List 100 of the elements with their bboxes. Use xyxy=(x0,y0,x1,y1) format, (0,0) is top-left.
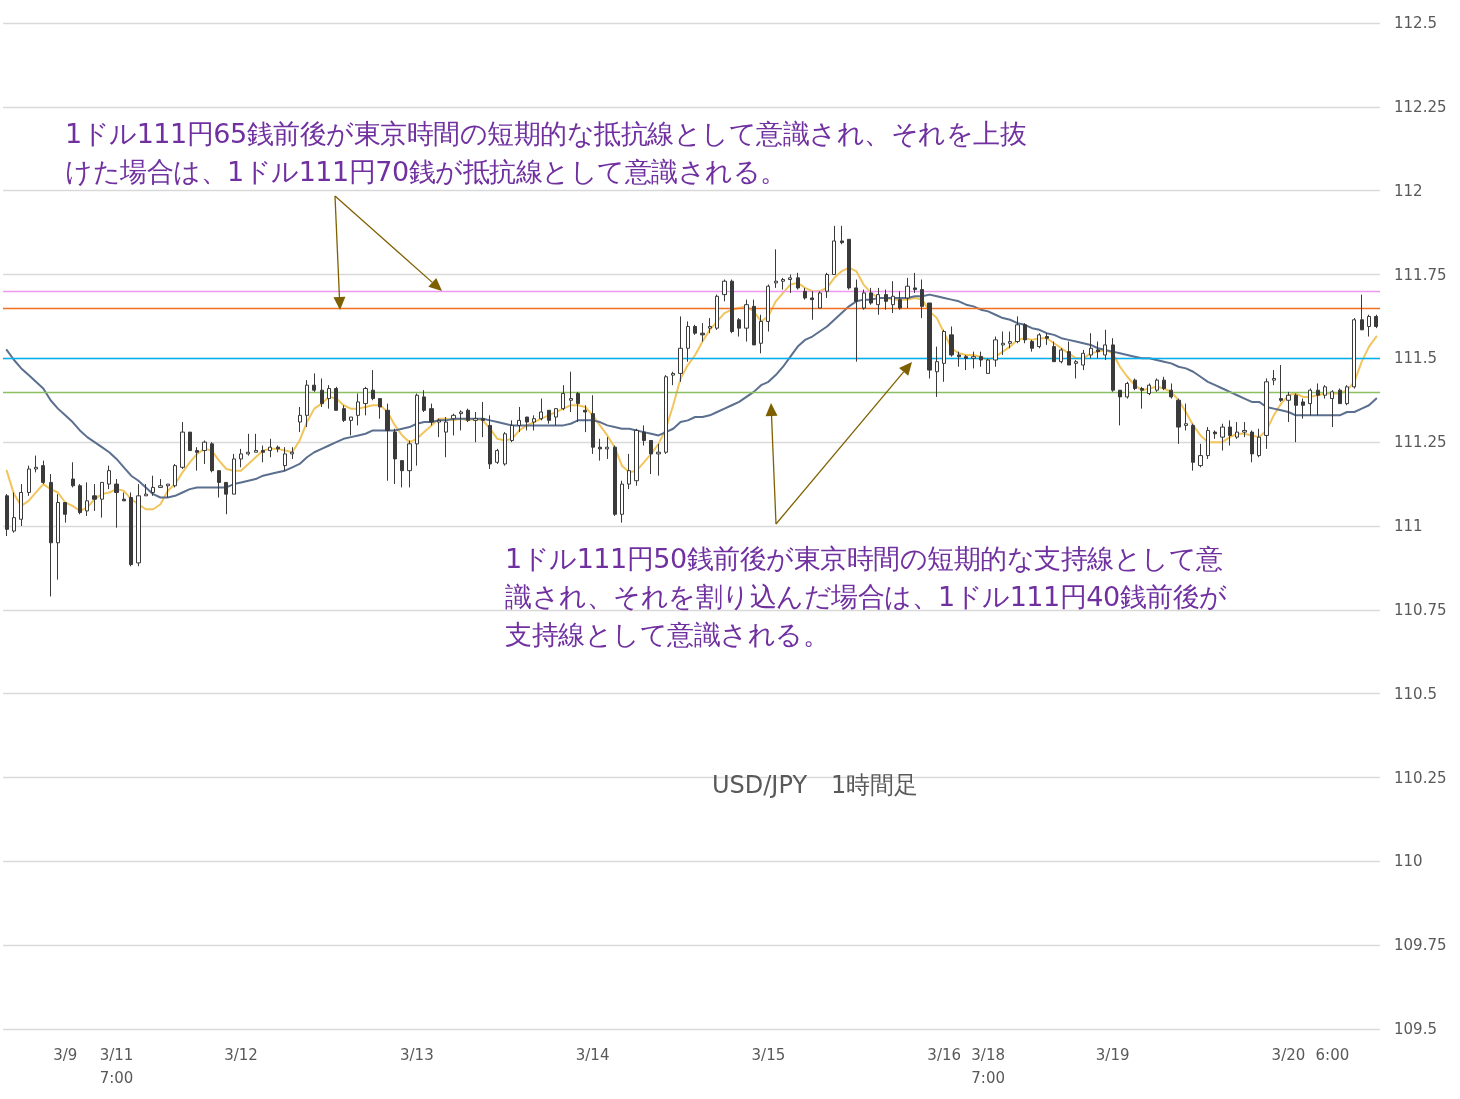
candlestick xyxy=(342,404,346,423)
candlestick xyxy=(905,277,910,309)
candlestick xyxy=(634,428,639,487)
y-tick-label: 112.5 xyxy=(1394,14,1437,32)
candlestick xyxy=(19,483,23,527)
candlestick xyxy=(964,354,968,371)
annotation: 1ドル111円65銭前後が東京時間の短期的な抵抗線として意識され、それを上抜けた場合は、1ドル111円70銭が抵抗線として意識される。 xyxy=(65,117,1028,189)
candlestick xyxy=(862,289,866,311)
candlestick xyxy=(1338,388,1342,405)
candlestick xyxy=(510,419,514,443)
candlestick xyxy=(517,406,521,433)
candlestick xyxy=(334,386,338,411)
candlestick xyxy=(613,445,617,517)
candlestick xyxy=(393,428,397,485)
candlestick xyxy=(832,225,836,275)
candlestick xyxy=(254,433,258,453)
x-tick-label: 3/13 xyxy=(399,1045,434,1064)
candlestick xyxy=(1235,421,1239,440)
candlestick xyxy=(1367,314,1371,338)
candlestick xyxy=(825,272,829,299)
candlestick xyxy=(818,290,822,309)
candlestick xyxy=(239,448,243,468)
candlestick xyxy=(920,279,924,319)
candlestick xyxy=(107,465,111,490)
candlestick xyxy=(1279,364,1283,403)
candlestick xyxy=(1206,426,1210,460)
candlestick xyxy=(1286,391,1291,423)
candlestick xyxy=(415,393,419,467)
candlestick xyxy=(957,351,961,368)
candlestick xyxy=(437,418,441,438)
candlestick xyxy=(459,409,463,431)
y-tick-label: 112 xyxy=(1394,181,1423,200)
candlestick xyxy=(591,394,595,455)
candlestick xyxy=(752,299,756,346)
candlestick xyxy=(583,404,587,433)
candlestick xyxy=(129,491,133,567)
x-tick-label: 3/11 7:00 xyxy=(99,1045,134,1087)
candlestick xyxy=(349,416,353,436)
candlestick xyxy=(63,502,67,524)
candlestick xyxy=(891,280,895,314)
candlestick xyxy=(312,372,316,393)
y-tick-label: 109.5 xyxy=(1394,1020,1437,1038)
candlestick xyxy=(730,279,734,334)
candlestick xyxy=(371,369,375,401)
candlestick xyxy=(576,391,580,423)
candlestick xyxy=(202,439,207,465)
candlestick xyxy=(444,416,448,458)
candlestick xyxy=(547,409,551,425)
candlestick xyxy=(495,448,499,465)
candlestick xyxy=(1220,423,1225,452)
candlestick xyxy=(1089,332,1093,359)
candlestick xyxy=(305,379,309,428)
candlestick xyxy=(539,398,543,421)
candlestick xyxy=(1176,398,1181,445)
candlestick xyxy=(158,478,163,488)
candlestick xyxy=(224,481,228,515)
x-tick-label: 3/12 xyxy=(224,1045,258,1064)
candlestick xyxy=(1037,332,1041,349)
y-tick-label: 112.25 xyxy=(1394,97,1447,116)
candlestick xyxy=(78,483,82,515)
candlestick xyxy=(246,433,250,457)
candlestick xyxy=(71,461,75,488)
candlestick xyxy=(1191,423,1195,472)
candlestick xyxy=(429,403,434,426)
candlestick xyxy=(737,317,741,338)
candlestick xyxy=(810,290,814,321)
candlestick xyxy=(554,408,558,426)
candlestick xyxy=(92,483,97,512)
candlestick xyxy=(385,403,390,482)
candlestick xyxy=(232,453,236,495)
candlestick xyxy=(12,491,16,534)
candlestick xyxy=(276,445,280,453)
candlestick xyxy=(1030,339,1034,353)
y-tick-label: 109.75 xyxy=(1394,936,1447,955)
candlestick xyxy=(298,406,302,433)
candlestick xyxy=(656,443,661,477)
candlestick xyxy=(774,248,778,289)
candlestick xyxy=(1023,322,1027,344)
candlestick xyxy=(1360,294,1364,331)
x-tick-label: 3/18 7:00 xyxy=(971,1045,1005,1087)
candlestick xyxy=(114,478,119,529)
candlestick xyxy=(854,279,858,363)
candlestick xyxy=(927,302,932,379)
candlestick xyxy=(1184,403,1188,431)
candlestick xyxy=(27,465,31,497)
candlestick xyxy=(884,289,888,311)
candlestick xyxy=(993,336,998,368)
candlestick xyxy=(151,475,155,497)
candlestick xyxy=(1294,393,1298,443)
candlestick xyxy=(56,493,60,581)
candlestick xyxy=(173,463,177,488)
candlestick xyxy=(744,299,749,343)
candlestick xyxy=(100,481,104,519)
y-tick-label: 111.5 xyxy=(1394,349,1437,368)
candlestick xyxy=(1330,389,1334,428)
line-series xyxy=(5,266,1378,512)
candlestick xyxy=(1257,428,1261,458)
candlestick xyxy=(869,287,873,306)
candlestick xyxy=(1228,419,1232,447)
candlestick xyxy=(605,436,609,460)
